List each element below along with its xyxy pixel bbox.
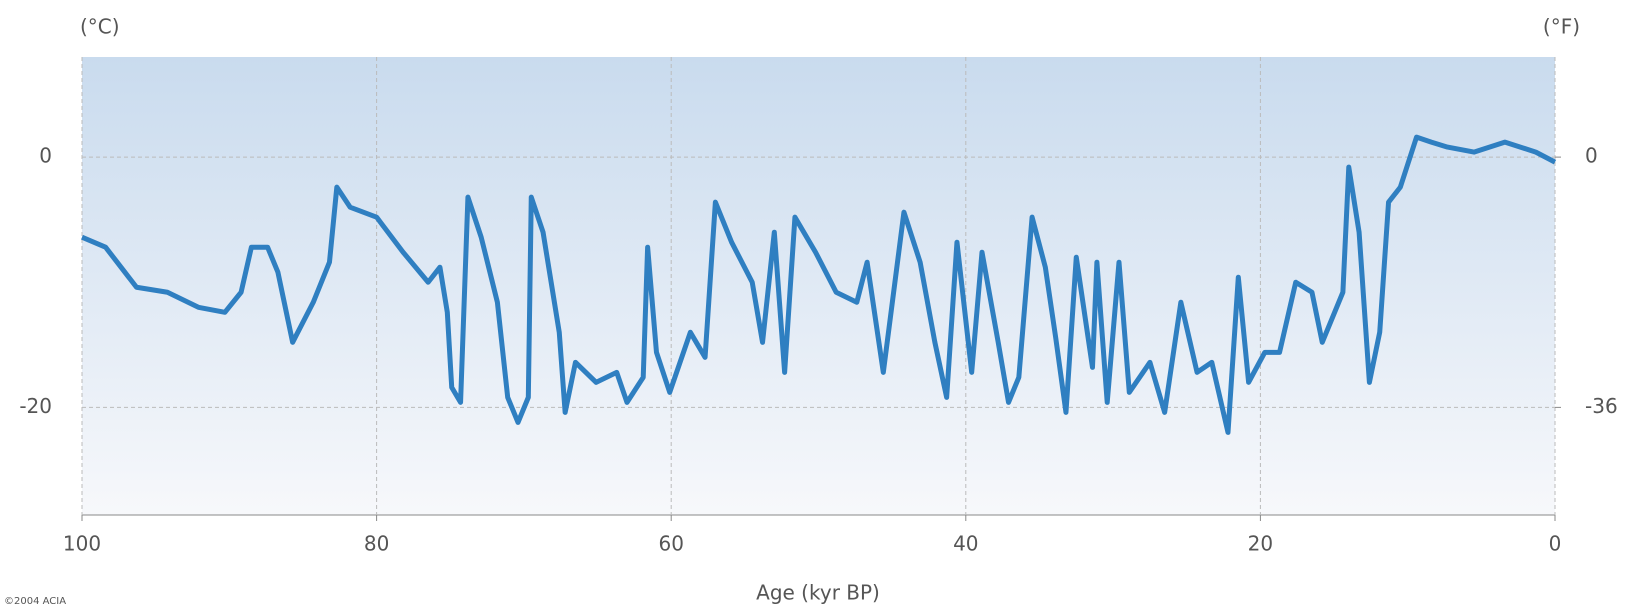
y-tick-label: -20	[19, 394, 52, 418]
x-tick-label: 0	[1549, 532, 1562, 556]
data-line	[81, 134, 1557, 435]
y-unit: (°C)	[80, 15, 120, 39]
x-axis-label: Age (kyr BP)	[756, 581, 880, 605]
y2-tick-label: -36	[1585, 394, 1618, 418]
x-tick-label: 100	[63, 532, 101, 556]
plot-area	[82, 57, 1555, 515]
credit: ©2004 ACIA	[4, 596, 66, 607]
x-tick-label: 80	[364, 532, 389, 556]
y2-unit: (°F)	[1543, 15, 1580, 39]
y-tick-label: 0	[39, 144, 52, 168]
x-tick-label: 60	[658, 532, 683, 556]
x-tick-label: 40	[953, 532, 978, 556]
y2-tick-label: 0	[1585, 144, 1598, 168]
x-tick-label: 20	[1248, 532, 1273, 556]
